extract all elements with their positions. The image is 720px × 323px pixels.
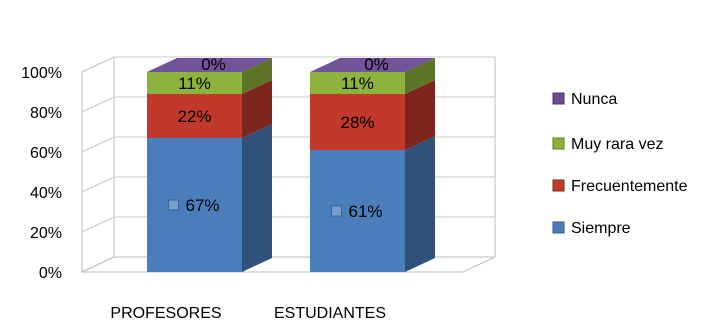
bar-segment-nunca-estudiantes <box>310 58 435 72</box>
data-label: 0% <box>364 55 389 74</box>
legend-label: Muy rara vez <box>571 136 663 153</box>
chart-legend: Nunca Muy rara vez Frecuentemente Siempre <box>552 91 688 237</box>
y-tick-label: 40% <box>30 185 62 202</box>
bar-side <box>242 80 272 138</box>
bar-side <box>405 136 435 272</box>
chart-bars <box>147 58 435 272</box>
side-wall <box>81 56 115 273</box>
floor <box>81 256 496 273</box>
bar-front <box>147 72 242 94</box>
gridline <box>81 56 495 73</box>
bar-side <box>242 124 272 272</box>
legend-item: Siempre <box>552 220 631 237</box>
x-axis-categories: PROFESORES ESTUDIANTES <box>110 305 386 322</box>
data-label: 11% <box>341 74 374 93</box>
data-labels: 67%22%11%0%61%28%11%0% <box>168 55 389 221</box>
bar-side <box>242 58 272 94</box>
legend-item: Frecuentemente <box>552 178 688 195</box>
category-label: ESTUDIANTES <box>274 305 386 322</box>
legend-swatch <box>552 92 565 105</box>
legend-item: Muy rara vez <box>552 136 663 153</box>
bar-side <box>405 80 435 150</box>
data-label: 22% <box>177 107 211 126</box>
bar-top <box>310 58 435 72</box>
bar-segment-frecuentemente-profesores <box>147 80 272 138</box>
bar-segment-siempre-profesores <box>147 124 272 272</box>
data-label-marker <box>168 199 179 211</box>
y-tick-label: 80% <box>30 105 62 122</box>
data-label: 11% <box>178 74 211 93</box>
bar-segment-muy-rara-vez-estudiantes <box>310 58 435 94</box>
category-label: PROFESORES <box>110 305 221 322</box>
bar-top <box>147 58 272 72</box>
data-label: 61% <box>348 202 382 221</box>
y-tick-label: 100% <box>21 65 62 82</box>
legend-label: Frecuentemente <box>571 178 688 195</box>
legend-label: Nunca <box>571 91 617 108</box>
bar-segment-frecuentemente-estudiantes <box>310 80 435 150</box>
legend-swatch <box>552 221 565 234</box>
bar-front <box>310 150 405 272</box>
y-axis-ticks: 0% 20% 40% 60% 80% 100% <box>21 65 62 282</box>
data-label: 0% <box>201 55 226 74</box>
bar-front <box>310 94 405 150</box>
bar-segment-nunca-profesores <box>147 58 272 72</box>
y-tick-label: 20% <box>30 225 62 242</box>
bar-front <box>147 94 242 138</box>
legend-label: Siempre <box>571 220 631 237</box>
data-label-marker <box>331 205 342 217</box>
bar-front <box>147 138 242 272</box>
data-label: 67% <box>185 196 219 215</box>
legend-swatch <box>552 179 565 192</box>
bar-segment-muy-rara-vez-profesores <box>147 58 272 94</box>
data-label: 28% <box>340 113 374 132</box>
y-tick-label: 60% <box>30 145 62 162</box>
bar-front <box>310 72 405 94</box>
legend-item: Nunca <box>552 91 617 108</box>
bar-segment-siempre-estudiantes <box>310 136 435 272</box>
y-tick-label: 0% <box>39 265 62 282</box>
bar-side <box>405 58 435 94</box>
legend-swatch <box>552 137 565 150</box>
